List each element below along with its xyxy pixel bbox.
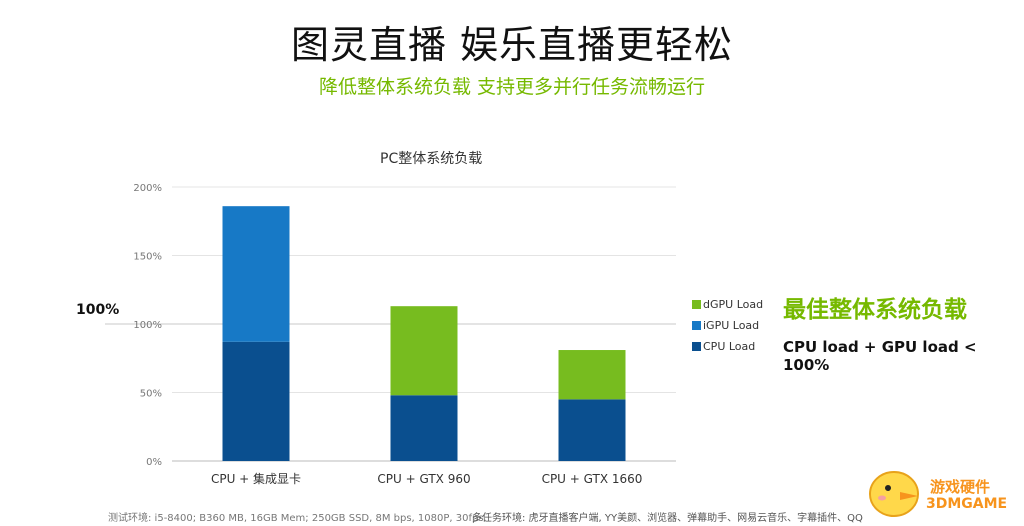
legend-swatch-cpu [692,342,701,351]
bar-segment-dgpu-load [558,350,626,400]
y-tick-label: 200% [133,183,162,194]
bar-segment-cpu-load [222,341,290,461]
callout-title: 最佳整体系统负载 [783,297,967,323]
chart-title: PC整体系统负载 [380,151,483,167]
legend-item-dgpu: dGPU Load [692,294,763,315]
x-tick-label: CPU + GTX 1660 [542,472,643,486]
page-title: 图灵直播 娱乐直播更轻松 [290,23,734,67]
watermark-logo: 游戏硬件 3DMGAME [860,462,1020,522]
y-tick-label: 150% [133,252,162,263]
chart-legend: dGPU Load iGPU Load CPU Load [692,294,763,357]
legend-label-cpu: CPU Load [703,340,756,353]
bar-segment-dgpu-load [390,306,458,396]
test-environment-note: 测试环境: i5-8400; B360 MB, 16GB Mem; 250GB … [108,513,487,524]
bar-segment-cpu-load [558,399,626,461]
legend-swatch-dgpu [692,300,701,309]
watermark-text-line2: 3DMGAME [926,496,1008,512]
bar-segment-igpu-load [222,206,290,342]
x-tick-label: CPU + 集成显卡 [211,471,301,486]
bar-segment-cpu-load [390,395,458,461]
legend-swatch-igpu [692,321,701,330]
reference-line-label: 100% [76,302,120,318]
legend-item-cpu: CPU Load [692,336,763,357]
chick-mascot-icon [869,471,919,517]
watermark-text-line1: 游戏硬件 [930,478,991,496]
callout-body: CPU load + GPU load < 100% [783,338,977,374]
legend-label-igpu: iGPU Load [703,319,760,332]
y-tick-label: 100% [133,320,162,331]
y-tick-label: 50% [140,389,162,400]
page-subtitle: 降低整体系统负载 支持更多并行任务流畅运行 [318,76,706,98]
y-tick-label: 0% [146,457,162,468]
x-tick-label: CPU + GTX 960 [377,472,470,486]
legend-label-dgpu: dGPU Load [703,298,764,311]
multitask-environment-note: 多任务环境: 虎牙直播客户端, YY美颜、浏览器、弹幕助手、网易云音乐、字幕插件… [472,513,863,524]
legend-item-igpu: iGPU Load [692,315,763,336]
